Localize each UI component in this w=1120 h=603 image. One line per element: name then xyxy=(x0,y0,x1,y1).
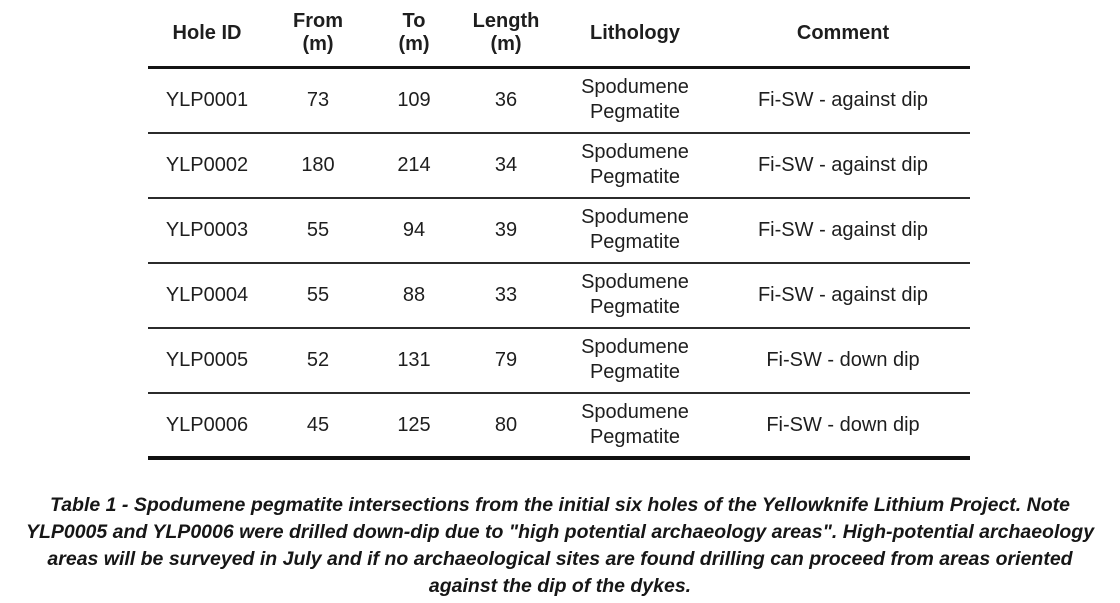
table-row: YLP0006 45 125 80 Spodumene Pegmatite Fi… xyxy=(148,392,970,460)
table-row: YLP0002 180 214 34 Spodumene Pegmatite F… xyxy=(148,132,970,199)
cell-from: 45 xyxy=(266,392,370,460)
cell-comment: Fi-SW - down dip xyxy=(716,392,970,460)
lithology-text: Spodumene Pegmatite xyxy=(581,400,689,448)
cell-lithology: Spodumene Pegmatite xyxy=(554,197,716,264)
column-header-comment: Comment xyxy=(716,4,970,69)
header-label: Hole ID xyxy=(172,21,242,44)
cell-length: 80 xyxy=(458,392,554,460)
cell-hole-id: YLP0004 xyxy=(148,262,266,329)
header-label: From xyxy=(293,10,343,32)
cell-lithology: Spodumene Pegmatite xyxy=(554,327,716,394)
cell-to: 88 xyxy=(370,262,458,329)
header-label: To xyxy=(402,10,426,32)
column-header-from: From (m) xyxy=(266,4,370,69)
cell-length: 79 xyxy=(458,327,554,394)
table-row: YLP0005 52 131 79 Spodumene Pegmatite Fi… xyxy=(148,327,970,394)
header-unit: (m) xyxy=(490,33,522,55)
column-header-length: Length (m) xyxy=(458,4,554,69)
cell-to: 131 xyxy=(370,327,458,394)
cell-hole-id: YLP0002 xyxy=(148,132,266,199)
cell-hole-id: YLP0006 xyxy=(148,392,266,460)
column-header-hole-id: Hole ID xyxy=(148,4,266,69)
lithology-text: Spodumene Pegmatite xyxy=(581,271,689,318)
table-row: YLP0004 55 88 33 Spodumene Pegmatite Fi-… xyxy=(148,262,970,329)
table-row: YLP0001 73 109 36 Spodumene Pegmatite Fi… xyxy=(148,67,970,134)
table-row: YLP0003 55 94 39 Spodumene Pegmatite Fi-… xyxy=(148,197,970,264)
cell-from: 55 xyxy=(266,197,370,264)
table-header: Hole ID From (m) To (m) Length (m) xyxy=(148,4,970,69)
cell-length: 34 xyxy=(458,132,554,199)
cell-from: 180 xyxy=(266,132,370,199)
header-label: Comment xyxy=(796,21,890,44)
header-row: Hole ID From (m) To (m) Length (m) xyxy=(148,4,970,69)
cell-comment: Fi-SW - against dip xyxy=(716,132,970,199)
cell-comment: Fi-SW - down dip xyxy=(716,327,970,394)
cell-hole-id: YLP0001 xyxy=(148,67,266,134)
cell-from: 73 xyxy=(266,67,370,134)
column-header-to: To (m) xyxy=(370,4,458,69)
column-header-lithology: Lithology xyxy=(554,4,716,69)
cell-to: 125 xyxy=(370,392,458,460)
cell-to: 109 xyxy=(370,67,458,134)
cell-lithology: Spodumene Pegmatite xyxy=(554,132,716,199)
drill-results-table: Hole ID From (m) To (m) Length (m) xyxy=(148,4,970,460)
cell-to: 214 xyxy=(370,132,458,199)
lithology-text: Spodumene Pegmatite xyxy=(581,141,689,188)
cell-hole-id: YLP0003 xyxy=(148,197,266,264)
header-label: Length xyxy=(472,10,540,32)
cell-comment: Fi-SW - against dip xyxy=(716,67,970,134)
table-caption: Table 1 - Spodumene pegmatite intersecti… xyxy=(25,494,1095,597)
cell-comment: Fi-SW - against dip xyxy=(716,197,970,264)
lithology-text: Spodumene Pegmatite xyxy=(581,336,689,383)
cell-hole-id: YLP0005 xyxy=(148,327,266,394)
cell-to: 94 xyxy=(370,197,458,264)
cell-lithology: Spodumene Pegmatite xyxy=(554,392,716,460)
cell-lithology: Spodumene Pegmatite xyxy=(554,67,716,134)
header-unit: (m) xyxy=(398,33,430,55)
table-body: YLP0001 73 109 36 Spodumene Pegmatite Fi… xyxy=(148,67,970,460)
cell-length: 36 xyxy=(458,67,554,134)
cell-lithology: Spodumene Pegmatite xyxy=(554,262,716,329)
cell-comment: Fi-SW - against dip xyxy=(716,262,970,329)
header-unit: (m) xyxy=(302,33,334,55)
cell-from: 55 xyxy=(266,262,370,329)
cell-length: 33 xyxy=(458,262,554,329)
cell-length: 39 xyxy=(458,197,554,264)
drill-results-table-container: Hole ID From (m) To (m) Length (m) xyxy=(148,4,970,460)
header-label: Lithology xyxy=(590,21,680,44)
lithology-text: Spodumene Pegmatite xyxy=(581,76,689,124)
cell-from: 52 xyxy=(266,327,370,394)
lithology-text: Spodumene Pegmatite xyxy=(581,206,689,253)
